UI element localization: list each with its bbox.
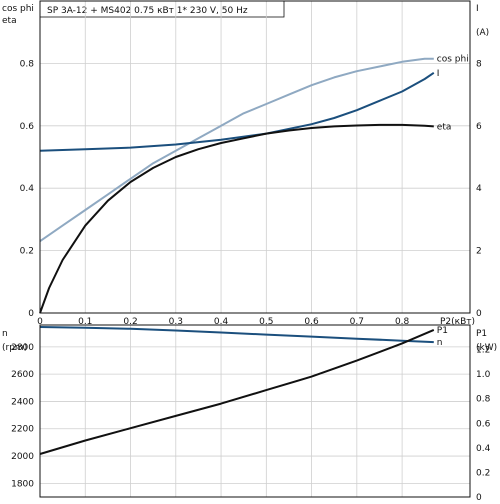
x-tick-label: 0.2: [123, 317, 137, 327]
y-left-tick-label: 2400: [11, 397, 34, 407]
y-right-tick-label: 1.0: [476, 370, 491, 380]
bottom-plot-frame: [39, 324, 471, 498]
x-tick-label: 0.3: [169, 317, 183, 327]
x-axis-label: P2(кВт): [440, 317, 475, 327]
series-line-cos-phi: [39, 57, 434, 243]
chart-title: SP 3A-12 + MS402 0.75 кВт 1* 230 V, 50 H…: [47, 6, 248, 16]
y-left-axis-label-line2: eta: [2, 16, 17, 26]
bottom-y-right-axis-label-line2: (kW): [476, 343, 497, 353]
y-right-tick-label: 0: [476, 309, 482, 319]
series-label-p1: P1: [437, 326, 448, 336]
bottom-y-left-axis-label-line2: (rpm): [2, 343, 27, 353]
y-right-tick-label: 0.2: [476, 468, 490, 478]
y-left-tick-label: 2600: [11, 370, 34, 380]
x-tick-label: 0.7: [350, 317, 364, 327]
series-line-p1: [39, 328, 435, 455]
y-right-tick-label: 6: [476, 122, 482, 132]
x-tick-label: 0: [37, 317, 43, 327]
y-left-tick-label: 0: [28, 309, 34, 319]
y-left-tick-label: 0.4: [20, 184, 35, 194]
x-tick-label: 0.4: [214, 317, 229, 327]
top-plot-frame: [39, 0, 471, 314]
y-right-tick-label: 0.8: [476, 395, 491, 405]
series-label-cos-phi: cos phi: [437, 55, 469, 65]
series-label-eta: eta: [437, 122, 452, 132]
bottom-y-right-axis-label-line1: P1: [476, 329, 487, 339]
y-left-axis-label-line1: cos phi: [2, 4, 34, 14]
series-line-eta: [39, 123, 434, 314]
y-left-tick-label: 0.6: [20, 122, 35, 132]
series-label-i: I: [437, 69, 440, 79]
x-tick-label: 0.8: [395, 317, 410, 327]
y-left-tick-label: 2800: [11, 343, 34, 353]
y-right-tick-label: 2: [476, 247, 482, 257]
y-right-axis-label-line2: (A): [476, 28, 489, 38]
series-line-n: [39, 326, 434, 344]
y-right-axis-label-line1: I: [476, 4, 479, 14]
y-right-tick-label: 0: [476, 493, 482, 500]
y-left-tick-label: 2200: [11, 425, 34, 435]
y-right-tick-label: 4: [476, 184, 482, 194]
y-right-tick-label: 1.2: [476, 346, 490, 356]
y-right-tick-label: 0.6: [476, 419, 491, 429]
y-left-tick-label: 2000: [11, 452, 34, 462]
series-label-n: n: [437, 338, 443, 348]
bottom-y-left-axis-label-line1: n: [2, 329, 8, 339]
y-left-tick-label: 1800: [11, 479, 34, 489]
series-line-i: [39, 71, 435, 152]
x-tick-label: 0.1: [78, 317, 92, 327]
x-tick-label: 0.5: [259, 317, 273, 327]
y-right-tick-label: 0.4: [476, 444, 491, 454]
y-left-tick-label: 0.8: [20, 59, 35, 69]
y-left-tick-label: 0.2: [20, 247, 34, 257]
x-tick-label: 0.6: [304, 317, 319, 327]
y-right-tick-label: 8: [476, 59, 482, 69]
